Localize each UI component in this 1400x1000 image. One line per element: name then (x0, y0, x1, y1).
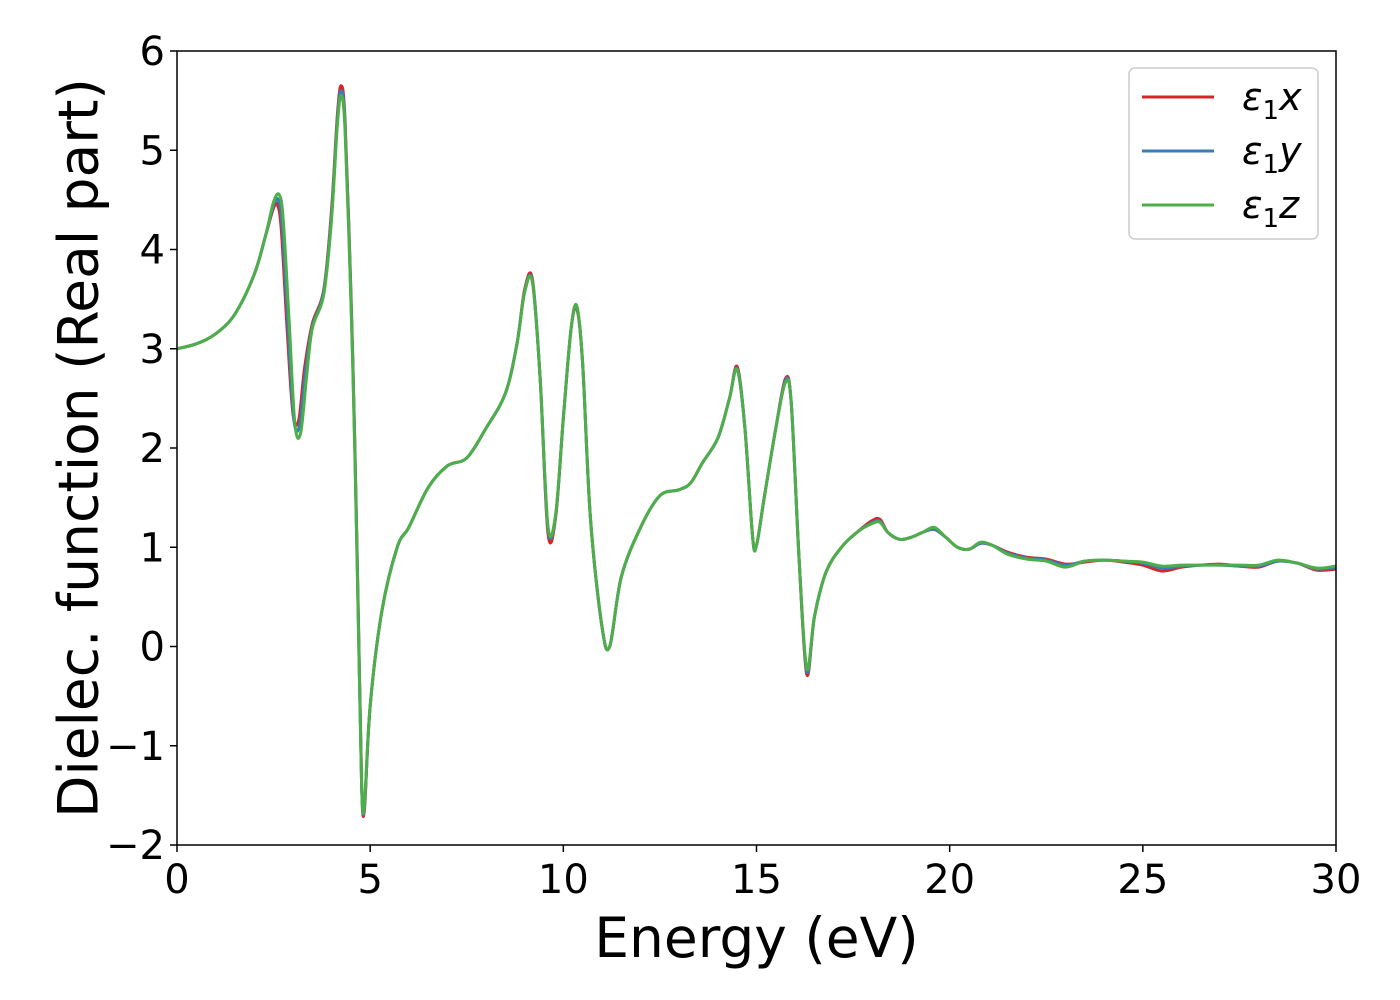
y-tick-label: 2 (140, 426, 165, 472)
x-tick-label: 5 (357, 857, 382, 903)
x-tick-label: 30 (1311, 857, 1362, 903)
x-tick-label: 15 (731, 857, 782, 903)
ticks-layer: 0 5 10 15 20 25 30 −2 −1 0 1 2 3 4 5 6 (106, 29, 1361, 903)
legend-entry-label: ε1z (1242, 183, 1300, 234)
x-axis-label: Energy (eV) (594, 906, 918, 970)
series-line-3 (177, 94, 1336, 815)
x-tick-label: 10 (538, 857, 589, 903)
y-tick-label: 3 (140, 327, 165, 373)
legend-entry-label: ε1y (1242, 129, 1302, 180)
y-tick-label: 6 (140, 29, 165, 75)
x-tick-label: 20 (924, 857, 975, 903)
x-tick-label: 25 (1117, 857, 1168, 903)
series-layer (177, 84, 1336, 818)
y-tick-label: 0 (140, 625, 165, 671)
y-tick-label: −1 (106, 724, 165, 770)
y-axis-label: Dielec. function (Real part) (46, 78, 110, 818)
y-tick-label: 4 (140, 228, 165, 274)
y-tick-label: 5 (140, 128, 165, 174)
y-tick-label: 1 (140, 525, 165, 571)
legend-entry-label: ε1x (1242, 75, 1302, 126)
y-tick-label: −2 (106, 823, 165, 869)
x-tick-label: 0 (164, 857, 189, 903)
legend-box (1128, 67, 1319, 240)
